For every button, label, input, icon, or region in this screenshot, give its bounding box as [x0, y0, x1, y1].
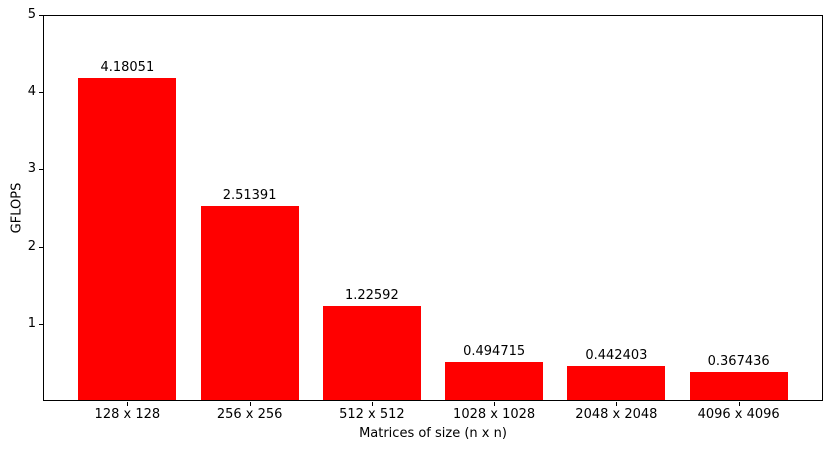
x-tick-mark [616, 402, 617, 406]
y-tick-label: 1 [27, 316, 36, 331]
x-tick-mark [494, 402, 495, 406]
x-tick-mark [372, 402, 373, 406]
bar-value-label: 4.18051 [100, 60, 155, 76]
y-tick-mark [39, 15, 43, 16]
y-axis-label: GFLOPS [9, 182, 25, 234]
bar-value-label: 2.51391 [222, 188, 277, 204]
bar [200, 206, 299, 400]
y-tick-mark [39, 92, 43, 93]
bar [567, 365, 666, 400]
bar-value-label: 1.22592 [344, 287, 399, 303]
y-tick-label: 2 [27, 239, 36, 254]
x-tick-label: 128 x 128 [94, 407, 161, 422]
y-tick-mark [39, 247, 43, 248]
x-tick-mark [250, 402, 251, 406]
bar-value-label: 0.494715 [463, 343, 526, 359]
x-tick-label: 256 x 256 [216, 407, 283, 422]
x-tick-mark [739, 402, 740, 406]
y-tick-label: 5 [27, 7, 36, 22]
x-tick-label: 2048 x 2048 [575, 407, 658, 422]
bar-value-label: 0.367436 [707, 353, 770, 369]
x-tick-label: 4096 x 4096 [697, 407, 780, 422]
x-axis-label: Matrices of size (n x n) [359, 426, 507, 441]
plot-area [43, 15, 823, 401]
bar [689, 371, 788, 400]
y-tick-label: 3 [27, 161, 36, 176]
y-tick-mark [39, 169, 43, 170]
y-tick-label: 4 [27, 84, 36, 99]
bar [445, 361, 544, 400]
bar [78, 78, 177, 400]
bar [322, 305, 421, 400]
x-tick-label: 512 x 512 [339, 407, 405, 422]
y-tick-mark [39, 324, 43, 325]
x-tick-mark [127, 402, 128, 406]
bar-value-label: 0.442403 [585, 347, 648, 363]
x-tick-label: 1028 x 1028 [453, 407, 536, 422]
